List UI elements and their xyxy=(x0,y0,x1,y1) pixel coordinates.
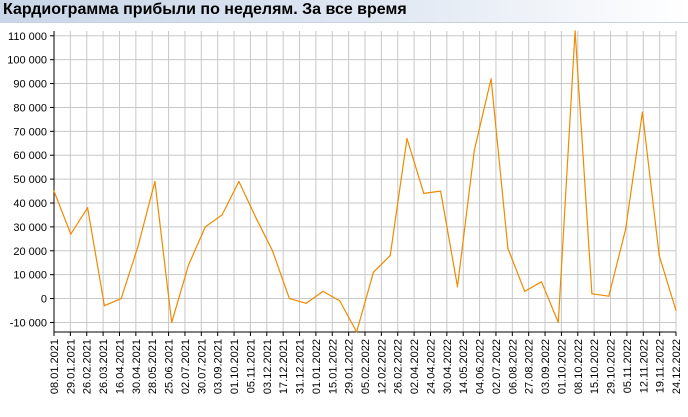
x-tick-label: 08.10.2022 xyxy=(573,339,585,394)
x-tick-label: 01.10.2021 xyxy=(229,339,241,394)
data-point xyxy=(187,264,190,266)
x-tick-label: 26.02.2022 xyxy=(393,339,405,394)
y-tick-label: 30 000 xyxy=(13,222,47,234)
data-point xyxy=(221,214,223,216)
y-tick-label: 50 000 xyxy=(13,174,47,186)
x-tick-label: 03.09.2022 xyxy=(540,339,552,394)
x-tick-label: 04.06.2022 xyxy=(475,339,487,394)
x-tick-label: 29.01.2021 xyxy=(65,339,77,394)
x-tick-label: 02.04.2022 xyxy=(409,339,421,394)
profit-series-line xyxy=(53,30,677,333)
data-point xyxy=(238,180,240,183)
x-tick-label: 15.10.2022 xyxy=(589,339,601,394)
x-tick-label: 24.12.2022 xyxy=(671,339,683,394)
data-point xyxy=(372,271,374,273)
data-point xyxy=(171,321,173,323)
y-tick-label: 0 xyxy=(41,294,47,306)
x-tick-label: 29.01.2022 xyxy=(344,339,356,394)
x-tick-label: 16.04.2021 xyxy=(114,339,126,394)
data-point xyxy=(473,149,475,151)
data-point xyxy=(490,78,492,80)
x-tick-label: 03.09.2021 xyxy=(213,339,225,394)
data-point xyxy=(305,302,307,304)
x-tick-label: 26.03.2021 xyxy=(98,339,110,394)
data-point xyxy=(154,180,156,183)
y-tick-label: 90 000 xyxy=(13,79,47,91)
data-point xyxy=(271,250,274,252)
data-point xyxy=(288,298,290,300)
y-tick-label: 110 000 xyxy=(8,31,47,43)
data-point xyxy=(53,190,55,192)
x-tick-label: 17.12.2021 xyxy=(278,339,290,394)
data-point xyxy=(557,321,559,323)
x-tick-label: 25.06.2021 xyxy=(164,339,176,394)
x-tick-label: 19.11.2022 xyxy=(655,339,667,393)
x-tick-label: 30.04.2021 xyxy=(131,339,143,394)
y-tick-label: 70 000 xyxy=(13,126,47,138)
data-point xyxy=(255,216,257,218)
data-point xyxy=(137,245,139,247)
x-tick-label: 01.01.2022 xyxy=(311,339,323,394)
x-tick-label: 01.10.2022 xyxy=(556,339,568,394)
x-tick-label: 14.05.2022 xyxy=(458,339,470,394)
data-point xyxy=(103,305,105,307)
data-point xyxy=(574,30,576,32)
data-point xyxy=(440,190,442,192)
data-point xyxy=(204,226,206,228)
data-point xyxy=(658,255,660,257)
x-tick-label: 05.02.2022 xyxy=(360,339,372,394)
x-tick-label: 30.04.2022 xyxy=(442,339,454,394)
x-tick-label: 29.10.2022 xyxy=(606,339,618,394)
x-tick-label: 05.11.2021 xyxy=(245,339,257,393)
x-tick-label: 06.08.2022 xyxy=(507,339,519,394)
x-tick-label: 26.02.2021 xyxy=(82,339,94,394)
data-point xyxy=(87,207,89,209)
y-tick-label: 40 000 xyxy=(13,198,47,210)
y-tick-label: 100 000 xyxy=(7,55,47,67)
y-tick-label: 10 000 xyxy=(13,270,47,282)
data-point xyxy=(339,300,341,302)
x-tick-label: 15.01.2022 xyxy=(327,339,339,394)
x-tick-label: 05.11.2022 xyxy=(622,339,634,393)
x-tick-label: 12.02.2022 xyxy=(376,339,388,394)
y-tick-label: 60 000 xyxy=(13,150,47,162)
data-point xyxy=(456,286,459,288)
data-point xyxy=(70,233,72,235)
data-point xyxy=(507,247,509,249)
chart-title: Кардиограмма прибыли по неделям. За все … xyxy=(3,1,407,18)
data-point xyxy=(625,228,627,230)
y-tick-label: 20 000 xyxy=(13,246,47,258)
x-tick-label: 30.07.2021 xyxy=(196,339,208,394)
x-tick-label: 28.05.2021 xyxy=(147,339,159,394)
x-tick-label: 24.04.2022 xyxy=(425,339,437,394)
data-point xyxy=(540,281,543,283)
data-point xyxy=(641,111,644,113)
x-tick-label: 02.07.2021 xyxy=(180,339,192,394)
data-point xyxy=(356,331,358,333)
x-tick-label: 08.01.2021 xyxy=(49,339,61,394)
data-point xyxy=(675,309,677,312)
data-point xyxy=(608,295,610,297)
data-point xyxy=(406,137,408,140)
data-point xyxy=(389,255,391,257)
data-point xyxy=(322,290,324,292)
data-point xyxy=(120,298,122,300)
x-tick-label: 27.08.2022 xyxy=(524,339,536,394)
data-point xyxy=(524,290,526,292)
data-point xyxy=(591,293,593,295)
y-tick-label: -10 000 xyxy=(10,317,47,329)
x-tick-label: 31.12.2021 xyxy=(295,339,307,394)
y-tick-label: 80 000 xyxy=(13,102,47,114)
x-tick-label: 02.07.2022 xyxy=(491,339,503,394)
x-tick-label: 03.12.2021 xyxy=(262,339,274,394)
data-point xyxy=(423,192,425,194)
chart-title-bar: Кардиограмма прибыли по неделям. За все … xyxy=(0,0,688,23)
x-tick-label: 12.11.2022 xyxy=(638,339,650,393)
